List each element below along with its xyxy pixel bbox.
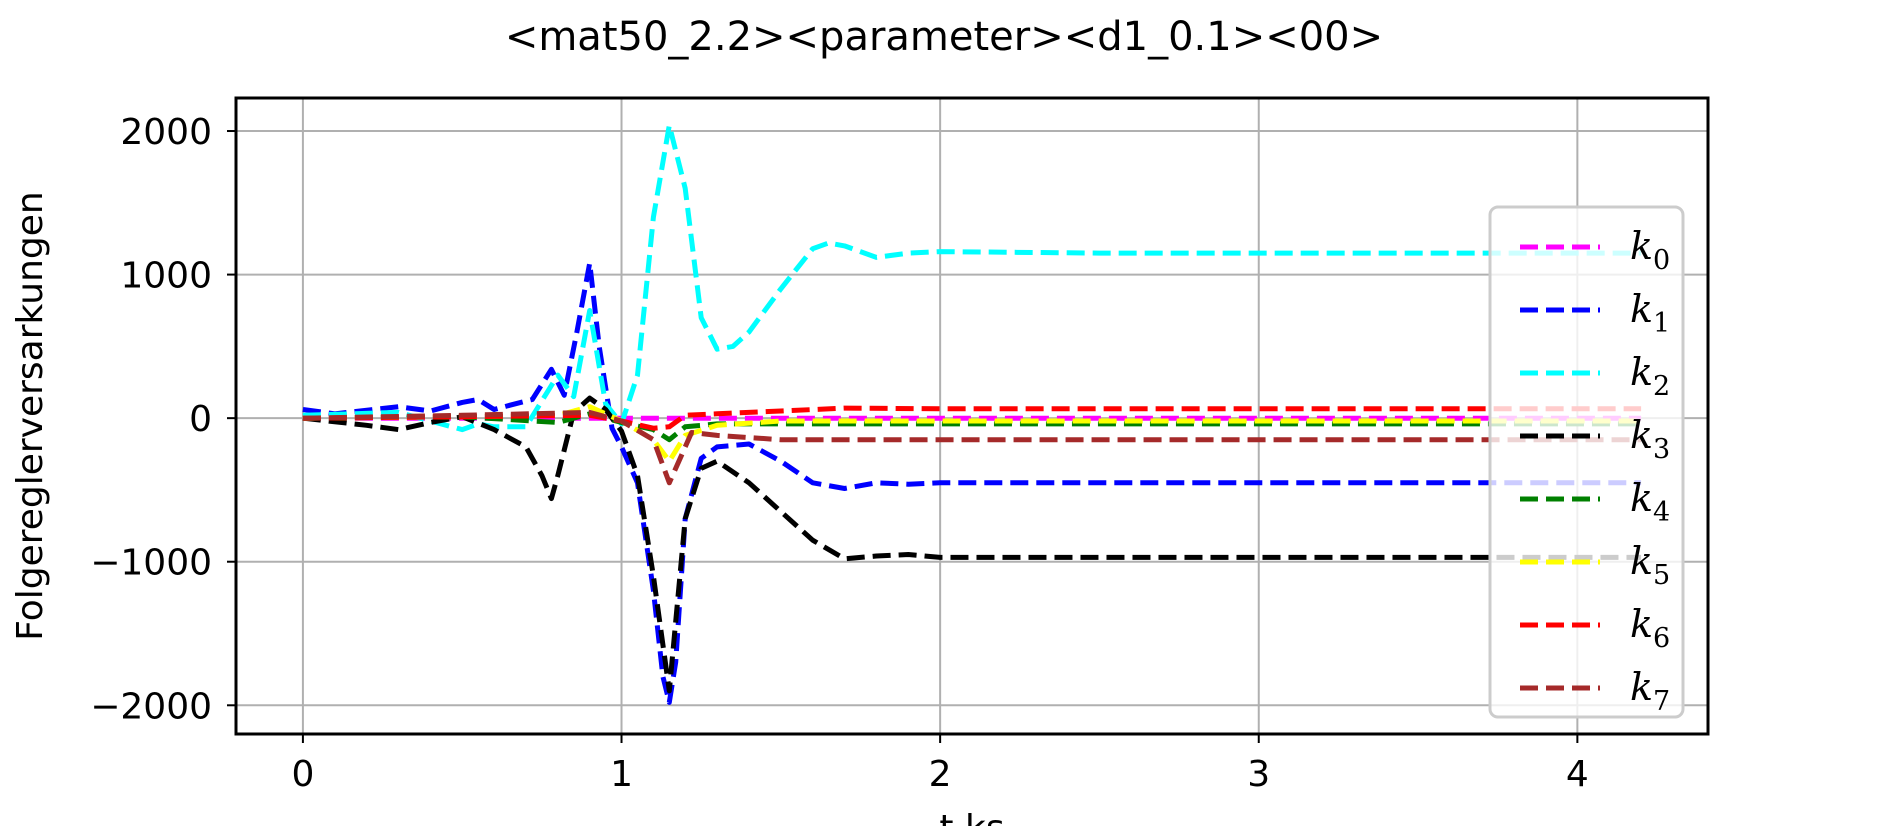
- series-line-k6: [302, 405, 1642, 431]
- y-tick-label: −2000: [90, 686, 212, 727]
- y-tick-label: −1000: [90, 543, 212, 584]
- x-tick-label: 4: [1566, 754, 1589, 795]
- series-layer: [302, 122, 1642, 705]
- x-tick-label: 0: [291, 754, 314, 795]
- legend-label-k3: k3: [1630, 413, 1670, 465]
- legend-label-k6: k6: [1630, 602, 1670, 654]
- y-tick-label: 2000: [120, 112, 212, 153]
- series-line-k1: [302, 260, 1642, 705]
- x-axis-label: t ks: [939, 808, 1004, 826]
- legend-box: [1488, 205, 1685, 719]
- x-tick-label: 2: [929, 754, 952, 795]
- x-tick-label: 1: [610, 754, 633, 795]
- series-line-k2: [302, 122, 1642, 433]
- y-axis-ticks: 2000 1000 0 −1000 −2000: [90, 112, 236, 727]
- series-line-k4: [302, 411, 1642, 443]
- series-line-k7: [302, 409, 1642, 486]
- x-axis-ticks: 0 1 2 3 4: [291, 734, 1589, 795]
- legend-label-k2: k2: [1630, 350, 1670, 402]
- x-tick-label: 3: [1247, 754, 1270, 795]
- legend: k0 k1 k2 k3 k4 k5 k6 k7: [1488, 205, 1685, 719]
- legend-label-k0: k0: [1630, 224, 1670, 276]
- series-line-k5: [302, 404, 1642, 464]
- series-line-k3: [302, 395, 1642, 694]
- y-axis-label: Folgereglerversarkungen: [10, 191, 51, 640]
- legend-label-k4: k4: [1630, 476, 1670, 528]
- plot-frame: [234, 96, 1710, 736]
- chart-title: <mat50_2.2><parameter><d1_0.1><00>: [505, 14, 1383, 60]
- legend-label-k1: k1: [1630, 287, 1670, 339]
- y-tick-label: 0: [189, 399, 212, 440]
- y-tick-label: 1000: [120, 256, 212, 297]
- legend-label-k5: k5: [1630, 539, 1670, 591]
- legend-label-k7: k7: [1630, 665, 1670, 717]
